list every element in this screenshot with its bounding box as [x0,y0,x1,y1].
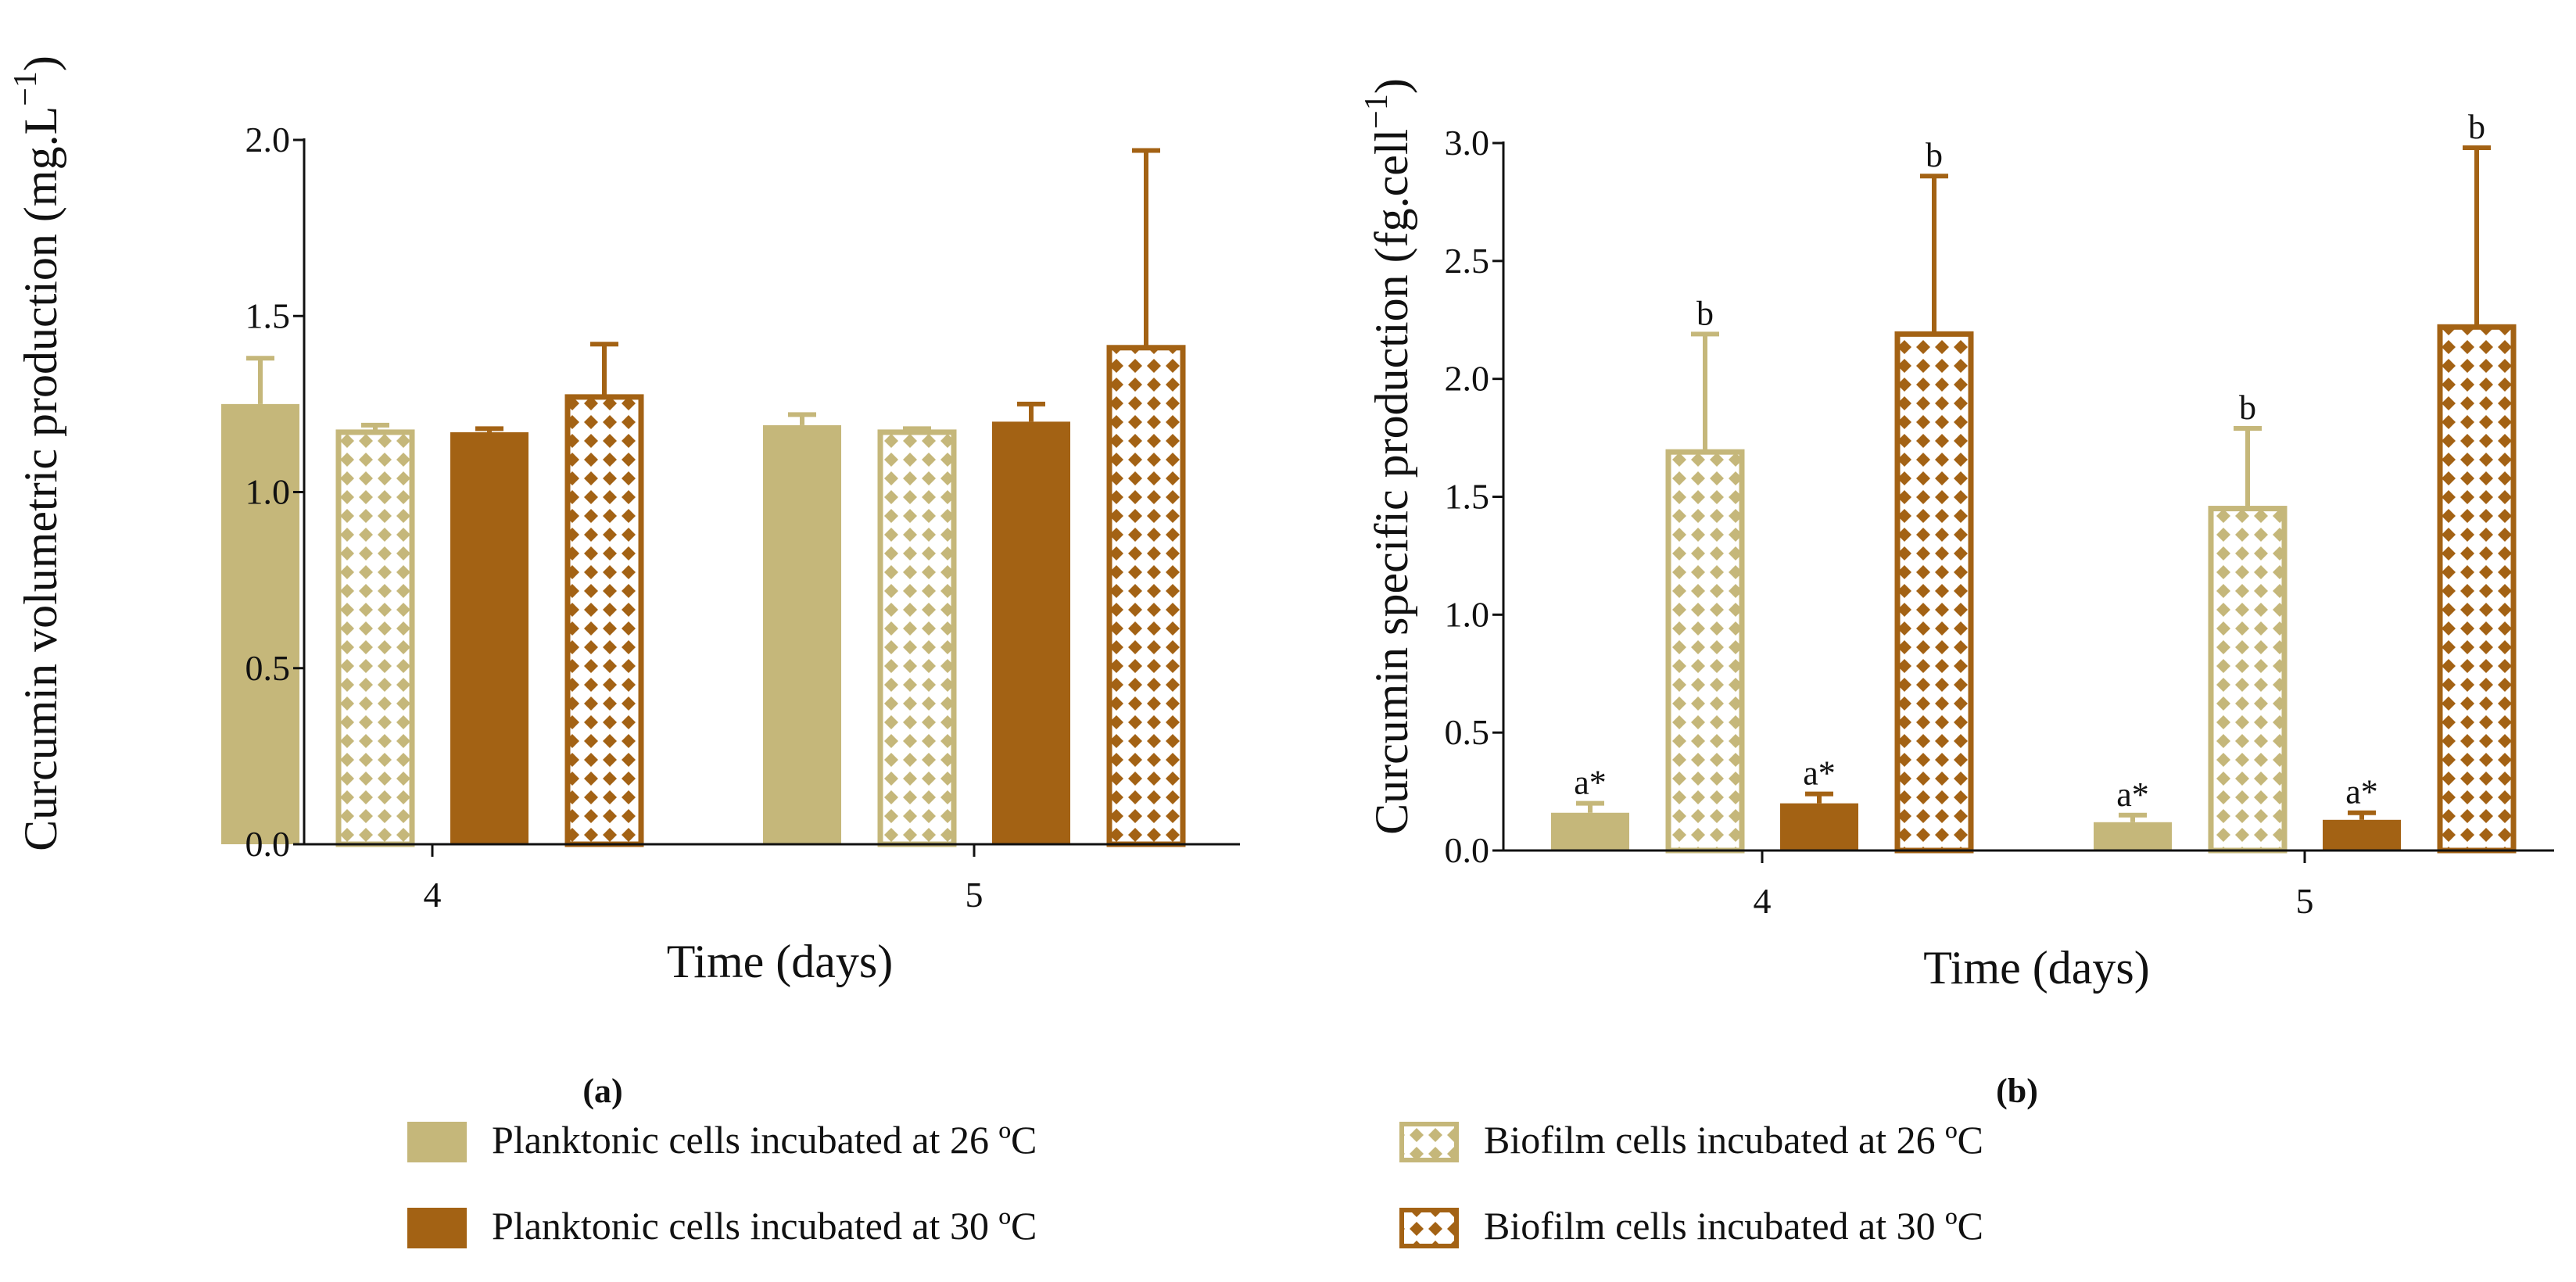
legend-item: Biofilm cells incubated at 30 ºC [1399,1204,1983,1248]
significance-label: b [1926,136,1943,174]
x-axis-label: Time (days) [667,936,893,987]
x-tick-label: 4 [424,875,442,915]
y-tick-label: 0.0 [245,824,291,864]
x-axis-label: Time (days) [1923,942,2149,994]
y-tick-label: 1.5 [245,295,291,335]
x-tick-label: 5 [966,875,983,915]
panel-caption: (a) [582,1072,622,1110]
legend-item: Planktonic cells incubated at 30 ºC [407,1204,1037,1248]
legend-swatch [407,1208,467,1248]
bar [564,394,644,847]
bar [1780,803,1858,850]
x-tick-label: 4 [1754,881,1772,921]
significance-label: a* [2345,773,2378,811]
legend-item: Planktonic cells incubated at 26 ºC [407,1118,1037,1162]
significance-label: b [1696,294,1714,332]
significance-label: b [2239,389,2256,427]
bar [763,424,841,844]
bar [2094,822,2172,850]
bar [221,403,299,844]
y-tick-label: 2.0 [1445,359,1490,399]
bar [450,432,528,844]
y-tick-label: 0.5 [1445,712,1490,752]
bar [992,421,1070,844]
significance-label: a* [2116,775,2149,814]
legend-swatch [1399,1122,1459,1162]
legend-label: Biofilm cells incubated at 26 ºC [1484,1118,1983,1162]
y-tick-label: 0.0 [1445,830,1490,870]
chart-a: 0.0 0.5 1.0 1.5 2.0 4 5 Time (days) Curcumin vol… [8,56,1240,1110]
legend-label: Planktonic cells incubated at 30 ºC [492,1204,1037,1248]
bar [1106,345,1186,847]
bar [1665,449,1745,854]
significance-label: a* [1803,754,1836,793]
legend-label: Biofilm cells incubated at 30 ºC [1484,1204,1983,1248]
bar [2323,819,2401,850]
legend: Planktonic cells incubated at 26 ºC Biofi… [407,1118,1983,1248]
y-axis-label: Curcumin volumetric production (mg.L−1) [8,56,66,851]
bar [1551,812,1629,850]
y-tick-label: 2.0 [245,120,291,159]
y-axis-label-close: ) [1366,78,1417,94]
legend-label: Planktonic cells incubated at 26 ºC [492,1118,1037,1162]
y-tick-label: 1.0 [1445,594,1490,634]
y-tick-label: 2.5 [1445,241,1490,281]
legend-swatch [407,1122,467,1162]
bar [335,429,415,847]
bar [1894,331,1974,854]
y-tick-label: 0.5 [245,648,291,688]
significance-label: a* [1574,764,1607,802]
y-axis-label: Curcumin specific production (fg.cell−1) [1359,78,1417,835]
bar [2208,506,2288,854]
significance-label: b [2468,108,2485,146]
y-tick-label: 1.5 [1445,477,1490,517]
x-tick-label: 5 [2296,881,2314,921]
legend-item: Biofilm cells incubated at 26 ºC [1399,1118,1983,1162]
panel-caption: (b) [1996,1072,2038,1110]
bar [877,429,957,847]
y-tick-label: 3.0 [1445,123,1490,163]
y-axis-label-close: ) [15,56,66,71]
y-axis-label-superscript: −1 [1359,94,1395,129]
y-axis-label-superscript: −1 [8,71,44,106]
y-tick-label: 1.0 [245,472,291,512]
chart-b: a* a* b b a* a* b b 0.0 0.5 1.0 1.5 2.0 2.5 3.0 4 5 Time … [1359,78,2554,1110]
bar [2437,324,2517,854]
legend-swatch [1399,1208,1459,1248]
